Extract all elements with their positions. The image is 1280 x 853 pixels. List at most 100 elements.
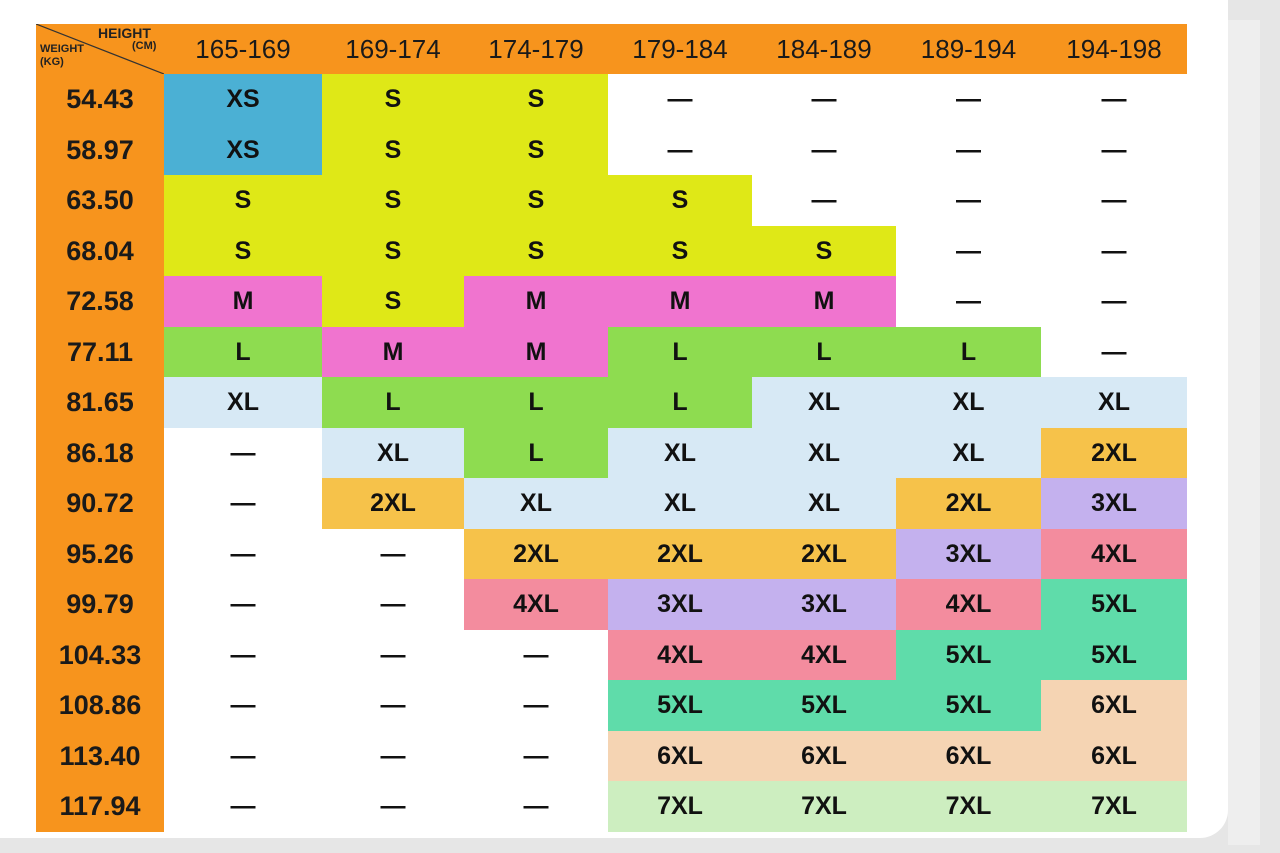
weight-cell: 99.79 (36, 579, 164, 630)
size-cell: 6XL (752, 730, 896, 782)
size-cell: S (464, 175, 608, 226)
weight-cell: 63.50 (36, 175, 164, 226)
size-cell: — (896, 124, 1041, 176)
weight-cell: 95.26 (36, 528, 164, 580)
size-cell: 4XL (608, 629, 752, 681)
size-cell: — (1041, 175, 1187, 226)
weight-cell: 72.58 (36, 276, 164, 327)
size-cell: M (464, 326, 608, 378)
weight-cell: 90.72 (36, 478, 164, 529)
size-cell: L (608, 377, 752, 428)
size-cell: 6XL (896, 730, 1041, 782)
size-cell: — (752, 74, 896, 125)
background-strip (1228, 20, 1260, 845)
size-cell: — (1041, 74, 1187, 125)
size-cell: — (896, 175, 1041, 226)
size-cell: XL (164, 377, 322, 428)
size-cell: 3XL (896, 528, 1041, 580)
size-cell: L (164, 326, 322, 378)
size-cell: XL (322, 427, 464, 479)
size-cell: — (322, 730, 464, 782)
size-cell: — (464, 629, 608, 681)
size-cell: S (164, 175, 322, 226)
size-cell: — (896, 276, 1041, 327)
weight-unit: (KG) (40, 56, 64, 68)
size-cell: 6XL (1041, 680, 1187, 731)
size-cell: XL (896, 377, 1041, 428)
size-cell: 2XL (1041, 427, 1187, 479)
height-label: HEIGHT (98, 25, 151, 41)
size-cell: 2XL (322, 478, 464, 529)
size-cell: M (752, 276, 896, 327)
size-cell: 2XL (752, 528, 896, 580)
size-cell: — (322, 781, 464, 832)
height-header: 179-184 (608, 24, 752, 74)
size-cell: S (608, 175, 752, 226)
size-cell: XS (164, 74, 322, 125)
corner-header-cell: HEIGHT (CM) WEIGHT (KG) (36, 24, 164, 74)
size-cell: 2XL (464, 528, 608, 580)
weight-cell: 108.86 (36, 680, 164, 731)
size-cell: S (464, 124, 608, 176)
size-cell: 3XL (752, 579, 896, 630)
size-cell: 5XL (1041, 629, 1187, 681)
size-cell: M (464, 276, 608, 327)
size-cell: XL (608, 478, 752, 529)
size-cell: S (322, 225, 464, 277)
size-cell: 2XL (608, 528, 752, 580)
size-cell: S (322, 175, 464, 226)
size-cell: 7XL (752, 781, 896, 832)
weight-cell: 104.33 (36, 629, 164, 681)
size-cell: L (896, 326, 1041, 378)
size-cell: — (464, 730, 608, 782)
size-cell: 5XL (752, 680, 896, 731)
size-cell: 7XL (608, 781, 752, 832)
size-cell: L (608, 326, 752, 378)
height-header: 184-189 (752, 24, 896, 74)
size-cell: — (1041, 124, 1187, 176)
size-cell: L (464, 377, 608, 428)
size-cell: — (164, 478, 322, 529)
size-cell: L (464, 427, 608, 479)
size-cell: — (1041, 276, 1187, 327)
weight-cell: 86.18 (36, 427, 164, 479)
weight-label: WEIGHT (40, 43, 84, 55)
size-cell: 5XL (896, 680, 1041, 731)
size-cell: XS (164, 124, 322, 176)
size-cell: S (464, 74, 608, 125)
size-cell: XL (752, 377, 896, 428)
size-cell: — (608, 124, 752, 176)
height-header: 169-174 (322, 24, 464, 74)
size-cell: — (322, 629, 464, 681)
size-cell: S (322, 74, 464, 125)
size-cell: XL (1041, 377, 1187, 428)
size-cell: M (322, 326, 464, 378)
weight-cell: 113.40 (36, 730, 164, 782)
height-header: 165-169 (164, 24, 322, 74)
size-cell: 7XL (896, 781, 1041, 832)
size-cell: 2XL (896, 478, 1041, 529)
size-cell: 4XL (896, 579, 1041, 630)
size-cell: XL (752, 478, 896, 529)
weight-cell: 58.97 (36, 124, 164, 176)
size-cell: 3XL (1041, 478, 1187, 529)
height-header: 174-179 (464, 24, 608, 74)
size-cell: XL (896, 427, 1041, 479)
size-cell: S (464, 225, 608, 277)
weight-cell: 81.65 (36, 377, 164, 428)
size-cell: M (164, 276, 322, 327)
size-cell: 4XL (1041, 528, 1187, 580)
size-cell: 7XL (1041, 781, 1187, 832)
size-cell: S (752, 225, 896, 277)
size-cell: L (322, 377, 464, 428)
size-cell: — (1041, 225, 1187, 277)
size-cell: 4XL (752, 629, 896, 681)
size-cell: S (164, 225, 322, 277)
size-cell: 6XL (608, 730, 752, 782)
size-cell: — (608, 74, 752, 125)
size-cell: — (164, 427, 322, 479)
size-cell: — (896, 225, 1041, 277)
size-cell: M (608, 276, 752, 327)
height-header: 189-194 (896, 24, 1041, 74)
size-cell: — (164, 781, 322, 832)
